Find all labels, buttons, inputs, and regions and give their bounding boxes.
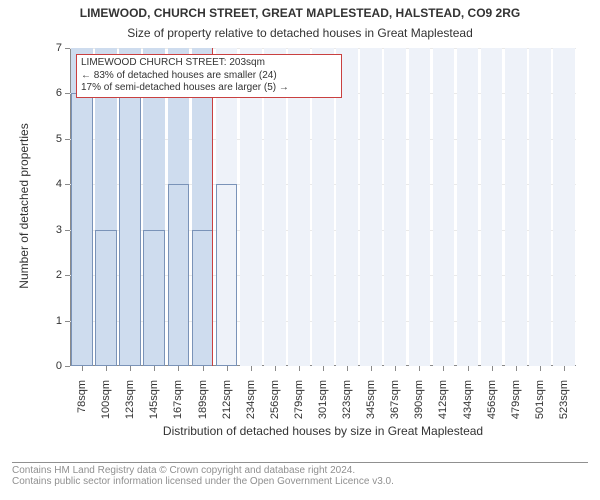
y-axis-label: Number of detached properties	[17, 47, 31, 365]
xtick-label: 456sqm	[486, 380, 498, 430]
ytick-mark	[65, 321, 70, 322]
ytick-mark	[65, 139, 70, 140]
xtick-label: 256sqm	[269, 380, 281, 430]
xtick-label: 345sqm	[365, 380, 377, 430]
xtick-label: 367sqm	[389, 380, 401, 430]
histogram-bar	[119, 93, 141, 366]
xtick-label: 78sqm	[76, 380, 88, 430]
xtick-mark	[203, 366, 204, 371]
ytick-label: 6	[42, 87, 62, 99]
footer-line2: Contains public sector information licen…	[12, 476, 588, 487]
xtick-mark	[419, 366, 420, 371]
ytick-mark	[65, 48, 70, 49]
infobox-line3: 17% of semi-detached houses are larger (…	[81, 82, 337, 95]
histogram-bar-bg	[553, 48, 575, 366]
xtick-mark	[178, 366, 179, 371]
histogram-bar-bg	[481, 48, 503, 366]
ytick-mark	[65, 275, 70, 276]
histogram-bar-bg	[457, 48, 479, 366]
xtick-mark	[395, 366, 396, 371]
histogram-bar-bg	[409, 48, 431, 366]
xtick-mark	[564, 366, 565, 371]
histogram-bar	[143, 230, 165, 366]
histogram-bar-bg	[505, 48, 527, 366]
xtick-label: 323sqm	[341, 380, 353, 430]
xtick-mark	[82, 366, 83, 371]
chart-title-line2: Size of property relative to detached ho…	[0, 26, 600, 40]
xtick-label: 145sqm	[148, 380, 160, 430]
xtick-label: 234sqm	[245, 380, 257, 430]
ytick-label: 3	[42, 224, 62, 236]
xtick-mark	[516, 366, 517, 371]
xtick-label: 167sqm	[172, 380, 184, 430]
histogram-bar	[216, 184, 238, 366]
histogram-bar	[71, 93, 93, 366]
xtick-label: 212sqm	[221, 380, 233, 430]
ytick-label: 7	[42, 42, 62, 54]
xtick-mark	[371, 366, 372, 371]
xtick-label: 189sqm	[197, 380, 209, 430]
figure-container: LIMEWOOD, CHURCH STREET, GREAT MAPLESTEA…	[0, 0, 600, 500]
infobox-line2: ← 83% of detached houses are smaller (24…	[81, 70, 337, 83]
xtick-mark	[492, 366, 493, 371]
xtick-mark	[154, 366, 155, 371]
xtick-label: 123sqm	[124, 380, 136, 430]
histogram-bar	[95, 230, 117, 366]
xtick-label: 100sqm	[100, 380, 112, 430]
ytick-mark	[65, 366, 70, 367]
xtick-mark	[227, 366, 228, 371]
attribution-footer: Contains HM Land Registry data © Crown c…	[0, 458, 600, 493]
footer-divider	[12, 462, 588, 463]
histogram-bar-bg	[529, 48, 551, 366]
histogram-bar-bg	[360, 48, 382, 366]
xtick-label: 434sqm	[462, 380, 474, 430]
xtick-mark	[299, 366, 300, 371]
ytick-label: 1	[42, 315, 62, 327]
ytick-mark	[65, 230, 70, 231]
xtick-label: 279sqm	[293, 380, 305, 430]
ytick-label: 4	[42, 178, 62, 190]
infobox-line1: LIMEWOOD CHURCH STREET: 203sqm	[81, 57, 337, 70]
xtick-mark	[106, 366, 107, 371]
xtick-label: 523sqm	[558, 380, 570, 430]
ytick-mark	[65, 184, 70, 185]
xtick-mark	[347, 366, 348, 371]
ytick-label: 0	[42, 360, 62, 372]
ytick-mark	[65, 93, 70, 94]
histogram-bar	[168, 184, 190, 366]
histogram-bar-bg	[384, 48, 406, 366]
xtick-label: 390sqm	[413, 380, 425, 430]
histogram-bar	[192, 230, 214, 366]
property-infobox: LIMEWOOD CHURCH STREET: 203sqm ← 83% of …	[76, 54, 342, 98]
xtick-label: 412sqm	[437, 380, 449, 430]
xtick-label: 501sqm	[534, 380, 546, 430]
histogram-bar-bg	[433, 48, 455, 366]
ytick-label: 5	[42, 133, 62, 145]
footer-line1: Contains HM Land Registry data © Crown c…	[12, 465, 588, 476]
xtick-mark	[443, 366, 444, 371]
xtick-mark	[468, 366, 469, 371]
xtick-mark	[251, 366, 252, 371]
xtick-label: 301sqm	[317, 380, 329, 430]
xtick-mark	[130, 366, 131, 371]
xtick-mark	[540, 366, 541, 371]
xtick-label: 479sqm	[510, 380, 522, 430]
xtick-mark	[275, 366, 276, 371]
chart-title-line1: LIMEWOOD, CHURCH STREET, GREAT MAPLESTEA…	[0, 6, 600, 20]
xtick-mark	[323, 366, 324, 371]
ytick-label: 2	[42, 269, 62, 281]
